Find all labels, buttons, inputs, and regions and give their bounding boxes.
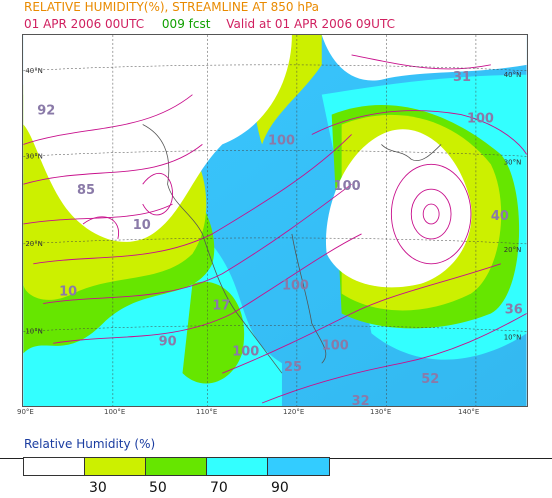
lon-label: 130°E (370, 408, 392, 416)
dry-region-west (23, 35, 292, 242)
map-label: 100 (282, 279, 309, 294)
value-labels: 92 85 10 10 17 90 100 100 25 100 100 100… (37, 70, 523, 407)
legend-swatch-1 (84, 457, 146, 476)
subtitle-line: 01 APR 2006 00UTC 009 fcst Valid at 01 A… (24, 17, 395, 31)
map-label: 85 (77, 183, 95, 198)
svg-text:10°N: 10°N (504, 333, 522, 341)
lon-label: 110°E (196, 408, 218, 416)
map-label: 92 (37, 104, 55, 119)
lon-label: 100°E (104, 408, 126, 416)
map-label: 100 (334, 179, 361, 194)
map-label: 10 (133, 218, 151, 233)
legend-swatch-4 (267, 457, 330, 476)
lat-labels-right: 40°N 30°N 20°N 10°N (504, 71, 522, 342)
lon-label: 120°E (283, 408, 305, 416)
lon-label: 90°E (17, 408, 34, 416)
coastlines (142, 124, 442, 374)
lat-labels-left: 40°N 30°N 20°N 10°N (25, 67, 43, 336)
legend-level: 50 (149, 480, 167, 496)
legend-level: 90 (271, 480, 289, 496)
map-label: 100 (268, 133, 295, 148)
map-label: 90 (159, 334, 177, 349)
dry-region-east (325, 129, 472, 288)
legend-swatch-3 (206, 457, 268, 476)
map-label: 100 (322, 338, 349, 353)
svg-text:40°N: 40°N (25, 67, 43, 75)
lon-label: 140°E (458, 408, 480, 416)
map-label: 32 (352, 394, 370, 407)
map-label: 17 (212, 299, 230, 314)
svg-text:40°N: 40°N (504, 71, 522, 79)
init-time: 01 APR 2006 00UTC (24, 17, 145, 31)
map-label: 100 (232, 344, 259, 359)
graticule (23, 35, 527, 406)
svg-text:20°N: 20°N (25, 240, 43, 248)
streamlines (23, 54, 527, 404)
svg-text:30°N: 30°N (25, 152, 43, 160)
map-label: 100 (467, 112, 494, 127)
legend-level: 30 (89, 480, 107, 496)
map-label: 40 (491, 209, 509, 224)
legend-title: Relative Humidity (%) (24, 437, 156, 451)
forecast-hour: 009 fcst (161, 17, 211, 31)
legend-level: 70 (210, 480, 228, 496)
map-label: 25 (284, 360, 302, 375)
map-label: 52 (421, 372, 439, 387)
anticyclone-center (390, 163, 472, 265)
legend-swatch-2 (145, 457, 207, 476)
map-label: 10 (59, 285, 77, 300)
svg-text:30°N: 30°N (504, 158, 522, 166)
svg-text:20°N: 20°N (504, 246, 522, 254)
map-label: 31 (453, 70, 471, 85)
chart-title: RELATIVE HUMIDITY(%), STREAMLINE AT 850 … (24, 0, 319, 14)
legend-swatch-0 (23, 457, 85, 476)
valid-time: Valid at 01 APR 2006 09UTC (226, 17, 395, 31)
map-panel: 92 85 10 10 17 90 100 100 25 100 100 100… (22, 34, 528, 407)
map-label: 36 (505, 302, 523, 317)
svg-text:10°N: 10°N (25, 327, 43, 335)
